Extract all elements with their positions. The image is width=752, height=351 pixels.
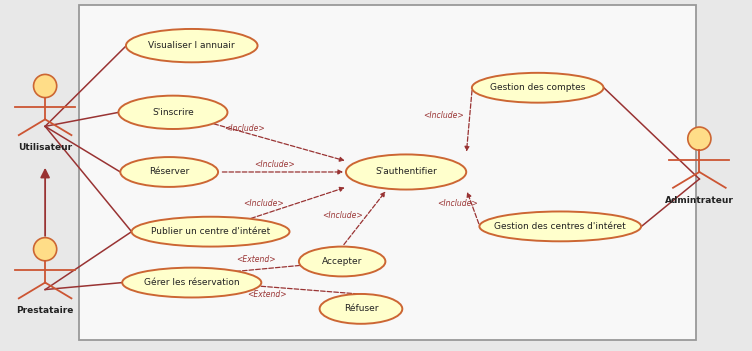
Text: Publier un centre d'intéret: Publier un centre d'intéret xyxy=(151,227,270,236)
Text: Visualiser l annuair: Visualiser l annuair xyxy=(148,41,235,50)
Text: <Include>: <Include> xyxy=(243,199,284,208)
FancyBboxPatch shape xyxy=(79,5,696,340)
Text: <Include>: <Include> xyxy=(437,199,478,208)
Ellipse shape xyxy=(299,246,386,277)
Text: <Include>: <Include> xyxy=(322,211,362,220)
Ellipse shape xyxy=(480,211,641,241)
Text: <Extend>: <Extend> xyxy=(236,255,275,264)
Text: <Include>: <Include> xyxy=(254,160,295,170)
Text: <Include>: <Include> xyxy=(423,111,464,120)
Text: Gestion des comptes: Gestion des comptes xyxy=(490,83,585,92)
Ellipse shape xyxy=(34,74,56,98)
Ellipse shape xyxy=(688,127,711,150)
Ellipse shape xyxy=(122,267,262,297)
Ellipse shape xyxy=(126,29,257,62)
Text: S'inscrire: S'inscrire xyxy=(152,108,194,117)
Text: Gestion des centres d'intéret: Gestion des centres d'intéret xyxy=(494,222,626,231)
Ellipse shape xyxy=(120,157,218,187)
Ellipse shape xyxy=(472,73,603,102)
Ellipse shape xyxy=(132,217,290,246)
Text: <Include>: <Include> xyxy=(224,124,265,133)
Text: Réserver: Réserver xyxy=(149,167,190,177)
Text: Réfuser: Réfuser xyxy=(344,304,378,313)
Text: Gérer les réservation: Gérer les réservation xyxy=(144,278,240,287)
Text: <Extend>: <Extend> xyxy=(247,290,287,299)
Text: Prestataire: Prestataire xyxy=(17,306,74,316)
Text: S'authentifier: S'authentifier xyxy=(375,167,437,177)
Text: Admintrateur: Admintrateur xyxy=(665,196,734,205)
Ellipse shape xyxy=(119,95,227,129)
Text: Accepter: Accepter xyxy=(322,257,362,266)
Text: Utilisateur: Utilisateur xyxy=(18,143,72,152)
Ellipse shape xyxy=(34,238,56,261)
Ellipse shape xyxy=(320,294,402,324)
Ellipse shape xyxy=(346,154,466,190)
